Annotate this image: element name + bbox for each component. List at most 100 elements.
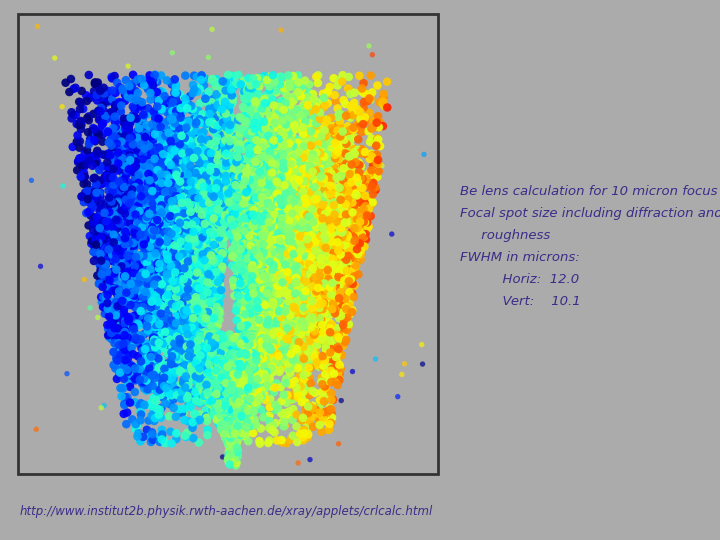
Point — [104, 311, 116, 320]
Point — [266, 360, 277, 369]
Point — [247, 137, 258, 145]
Point — [130, 376, 141, 384]
Point — [131, 273, 143, 281]
Point — [194, 399, 205, 408]
Point — [262, 234, 274, 242]
Point — [218, 361, 230, 369]
Point — [208, 283, 220, 292]
Point — [256, 361, 268, 369]
Point — [243, 378, 255, 387]
Point — [139, 183, 150, 192]
Point — [171, 226, 183, 235]
Point — [215, 407, 226, 416]
Point — [271, 327, 283, 336]
Point — [155, 87, 166, 96]
Point — [269, 231, 281, 240]
Point — [211, 339, 222, 348]
Point — [138, 371, 149, 380]
Point — [318, 323, 330, 332]
Point — [153, 309, 165, 318]
Point — [243, 357, 254, 366]
Point — [225, 194, 237, 203]
Point — [320, 302, 332, 311]
Point — [244, 165, 256, 174]
Point — [342, 252, 354, 260]
Point — [127, 102, 139, 111]
Point — [130, 375, 141, 383]
Point — [125, 283, 137, 292]
Point — [168, 322, 180, 331]
Point — [145, 349, 157, 357]
Point — [235, 430, 247, 439]
Point — [135, 302, 147, 310]
Point — [225, 447, 236, 456]
Point — [151, 347, 163, 356]
Point — [232, 370, 243, 379]
Point — [178, 164, 189, 172]
Point — [184, 340, 196, 349]
Point — [182, 330, 194, 339]
Point — [187, 182, 199, 191]
Point — [417, 360, 428, 368]
Point — [235, 280, 247, 289]
Point — [124, 211, 135, 220]
Point — [184, 259, 195, 267]
Point — [144, 359, 156, 368]
Point — [168, 225, 179, 234]
Point — [184, 285, 195, 294]
Point — [185, 215, 197, 224]
Point — [280, 214, 292, 222]
Point — [146, 242, 158, 251]
Point — [266, 190, 278, 198]
Point — [269, 340, 281, 348]
Point — [102, 170, 113, 179]
Point — [210, 401, 222, 409]
Point — [140, 269, 151, 278]
Point — [215, 339, 226, 348]
Point — [121, 132, 132, 140]
Point — [192, 354, 203, 362]
Point — [227, 393, 238, 401]
Point — [166, 109, 178, 117]
Point — [317, 138, 328, 147]
Point — [230, 79, 242, 88]
Point — [102, 151, 114, 160]
Point — [316, 299, 328, 307]
Point — [282, 200, 294, 208]
Point — [352, 224, 364, 232]
Point — [300, 117, 311, 126]
Point — [252, 101, 264, 110]
Point — [196, 384, 207, 393]
Point — [86, 237, 98, 246]
Point — [271, 249, 283, 258]
Point — [101, 222, 112, 231]
Point — [194, 118, 205, 127]
Point — [364, 169, 375, 178]
Point — [205, 267, 217, 276]
Point — [252, 379, 264, 387]
Point — [193, 266, 204, 274]
Point — [232, 400, 243, 409]
Point — [109, 140, 121, 149]
Point — [293, 198, 305, 207]
Point — [313, 280, 325, 289]
Point — [139, 191, 150, 200]
Point — [302, 182, 313, 191]
Point — [100, 260, 112, 268]
Point — [345, 254, 356, 262]
Point — [202, 367, 213, 376]
Point — [253, 393, 264, 401]
Point — [154, 131, 166, 139]
Point — [158, 178, 170, 186]
Point — [351, 249, 363, 258]
Point — [179, 303, 190, 312]
Point — [76, 192, 87, 201]
Point — [350, 250, 361, 259]
Point — [243, 84, 255, 93]
Point — [320, 375, 332, 384]
Point — [244, 237, 256, 245]
Point — [171, 192, 183, 200]
Point — [240, 380, 252, 388]
Point — [290, 177, 302, 186]
Point — [139, 342, 150, 351]
